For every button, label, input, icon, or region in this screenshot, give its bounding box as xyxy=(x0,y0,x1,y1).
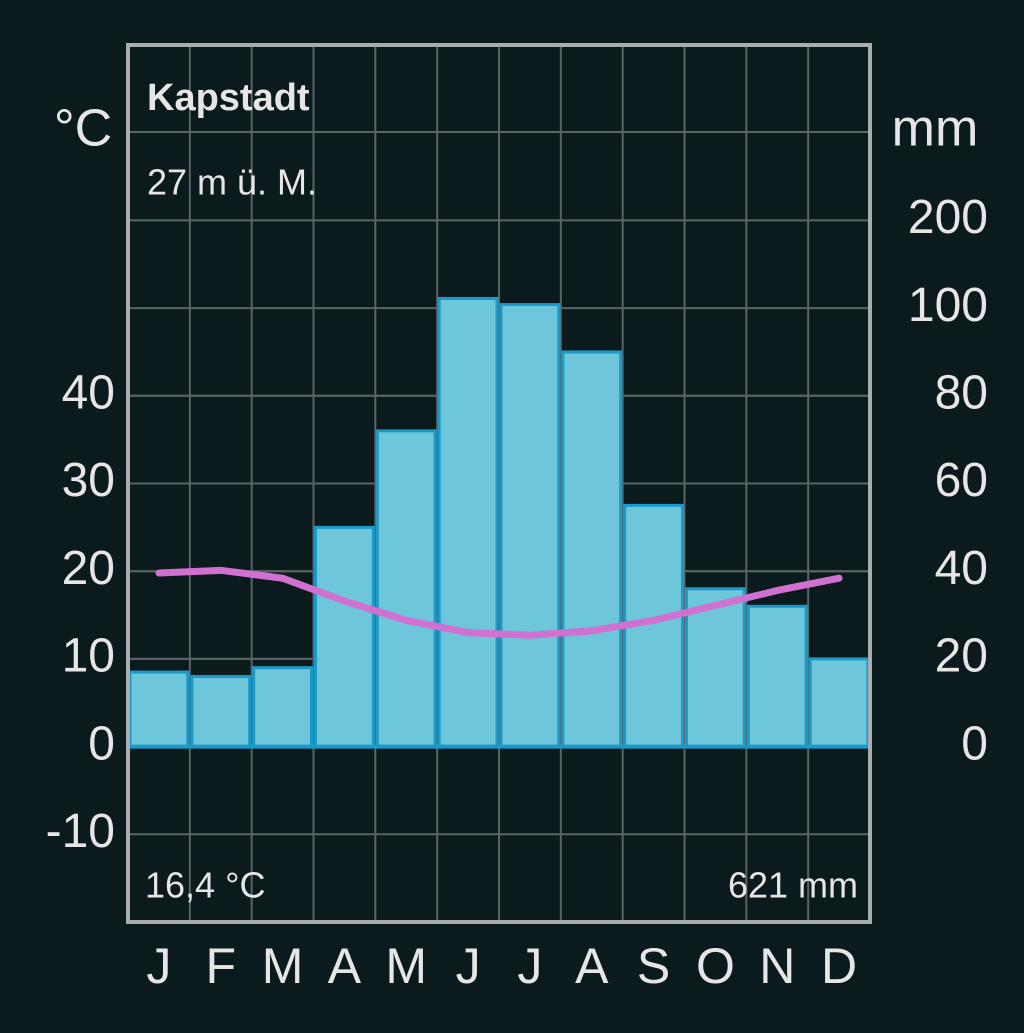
x-tick-label: M xyxy=(385,938,427,994)
x-tick-label: M xyxy=(262,938,304,994)
precipitation-bar xyxy=(314,525,375,749)
y2-tick-label: 80 xyxy=(935,366,988,419)
precipitation-bar xyxy=(437,296,499,749)
plot xyxy=(128,296,870,749)
x-tick-label: S xyxy=(637,938,670,994)
chart-subtitle: 27 m ü. M. xyxy=(147,162,317,203)
precipitation-bar xyxy=(128,670,190,749)
y-tick-label: 30 xyxy=(62,454,115,507)
y-axis-label: °C xyxy=(54,100,112,158)
y-tick-label: 40 xyxy=(62,366,115,419)
y2-tick-label: 60 xyxy=(935,454,988,507)
chart-title: Kapstadt xyxy=(147,77,310,119)
x-tick-label: J xyxy=(456,938,481,994)
y-tick-label: 10 xyxy=(62,630,115,683)
mean-temperature: 16,4 °C xyxy=(145,865,265,906)
x-tick-label: J xyxy=(517,938,542,994)
x-tick-label: A xyxy=(328,938,362,994)
y2-tick-label: 200 xyxy=(908,191,988,244)
y2-axis-label: mm xyxy=(892,100,979,158)
precipitation-bar xyxy=(190,674,252,749)
total-precipitation: 621 mm xyxy=(728,865,858,906)
frame xyxy=(126,43,872,924)
y2-tick-label: 20 xyxy=(935,630,988,683)
x-tick-label: A xyxy=(575,938,609,994)
y-tick-label: 20 xyxy=(62,542,115,595)
precipitation-bar xyxy=(252,666,314,749)
y2-tick-label: 0 xyxy=(961,717,988,770)
y-tick-label: -10 xyxy=(46,805,115,858)
precipitation-bar xyxy=(375,429,437,749)
precipitation-bar xyxy=(561,350,623,749)
temperature-line xyxy=(155,566,843,639)
x-tick-label: N xyxy=(759,938,795,994)
x-tick-label: F xyxy=(205,938,236,994)
y2-tick-label: 40 xyxy=(935,542,988,595)
y2-tick-label: 100 xyxy=(908,279,988,332)
x-tick-label: D xyxy=(821,938,857,994)
x-tick-label: J xyxy=(146,938,171,994)
precipitation-bar xyxy=(746,604,808,749)
grid xyxy=(128,45,870,922)
precipitation-bar xyxy=(808,657,870,749)
x-tick-label: O xyxy=(696,938,735,994)
y-tick-label: 0 xyxy=(88,717,115,770)
precipitation-bar xyxy=(499,303,561,749)
